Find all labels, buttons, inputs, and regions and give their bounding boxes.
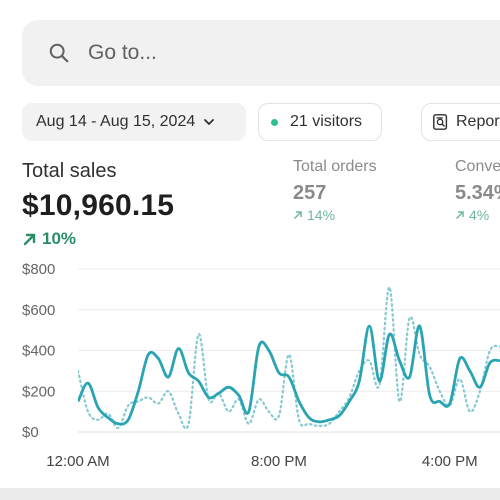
total-sales-change-value: 10% <box>42 229 77 248</box>
total-orders-label: Total orders <box>293 158 377 175</box>
x-tick-label: 4:00 PM <box>422 453 478 470</box>
report-icon <box>433 114 448 130</box>
arrow-up-right-icon <box>293 211 302 220</box>
y-tick-label: $400 <box>22 343 55 360</box>
comparison-series-line <box>78 286 500 430</box>
live-visitors-button[interactable]: 21 visitors <box>258 103 382 141</box>
total-orders-change: 14% <box>293 207 335 223</box>
total-orders-value: 257 <box>293 182 327 204</box>
sales-chart[interactable]: $800 $600 $400 $200 $0 12:00 AM 8:00 PM 4:00 PM <box>0 255 500 475</box>
reports-label: Reports <box>456 113 500 130</box>
x-tick-label: 8:00 PM <box>251 453 307 470</box>
total-sales-value: $10,960.15 <box>22 189 175 222</box>
conversion-change: 4% <box>455 207 489 223</box>
conversion-value: 5.34% <box>455 182 500 204</box>
arrow-up-right-icon <box>23 233 36 246</box>
sales-series-line <box>78 324 500 426</box>
total-sales-label: Total sales <box>22 160 117 182</box>
y-tick-label: $0 <box>22 424 39 441</box>
conversion-change-value: 4% <box>469 207 490 223</box>
total-orders-change-value: 14% <box>307 207 336 223</box>
reports-button[interactable]: Reports <box>421 103 500 141</box>
bottom-bar <box>0 488 500 500</box>
x-tick-label: 12:00 AM <box>46 453 109 470</box>
search-bar[interactable]: Go to... <box>22 20 500 86</box>
search-placeholder: Go to... <box>88 41 157 64</box>
date-range-label: Aug 14 - Aug 15, 2024 <box>36 113 196 130</box>
analytics-screen: Go to... Aug 14 - Aug 15, 2024 21 visito… <box>0 20 500 475</box>
date-range-picker[interactable]: Aug 14 - Aug 15, 2024 <box>22 103 246 141</box>
live-dot-icon <box>271 118 278 126</box>
arrow-up-right-icon <box>455 211 464 220</box>
conversion-label: Conversion rate <box>455 158 500 175</box>
y-tick-label: $800 <box>22 261 55 278</box>
search-icon <box>49 43 69 63</box>
y-tick-label: $200 <box>22 383 55 400</box>
visitors-label: 21 visitors <box>290 113 363 130</box>
y-tick-label: $600 <box>22 302 55 319</box>
total-sales-change: 10% <box>22 229 76 249</box>
chevron-down-icon <box>204 119 215 125</box>
